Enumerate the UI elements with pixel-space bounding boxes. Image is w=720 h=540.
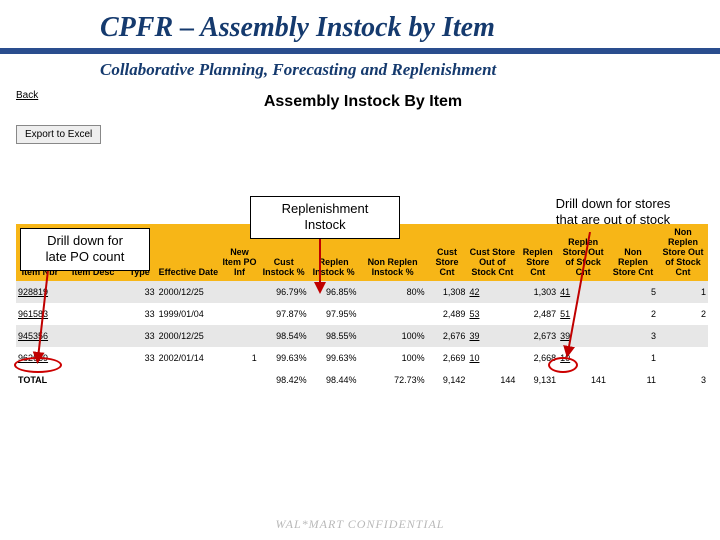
item-desc [64,347,123,369]
replen-cnt: 2,668 [517,347,558,369]
slide-title: CPFR – Assembly Instock by Item [0,0,720,54]
replen-pct: 97.95% [309,303,359,325]
cust-pct: 97.87% [259,303,309,325]
total-cell: 98.44% [309,369,359,391]
nonrep-cnt: 3 [608,325,658,347]
callout-late-po: Drill down for late PO count [20,228,150,271]
replen-out-link[interactable]: 10 [558,347,608,369]
item-type: 33 [123,281,157,303]
col-replen-out: Replen Store Out of Stock Cnt [558,224,608,281]
nonreplen-pct: 100% [359,347,427,369]
item-type: 33 [123,325,157,347]
item-desc [64,281,123,303]
callout-stores-l2: that are out of stock [528,212,698,228]
table-row: 945356332000/12/2598.54%98.55%100%2,6763… [16,325,708,347]
total-cell [64,369,123,391]
replen-out-link[interactable]: 51 [558,303,608,325]
item-type: 33 [123,303,157,325]
table-row: 962639332002/01/14199.63%99.63%100%2,669… [16,347,708,369]
total-cell: 141 [558,369,608,391]
new-po: 1 [220,347,259,369]
callout-late-po-l2: late PO count [29,249,141,265]
nonrep-out [658,325,708,347]
replen-cnt: 2,487 [517,303,558,325]
replen-cnt: 1,303 [517,281,558,303]
nonreplen-pct [359,303,427,325]
callout-replen: Replenishment Instock [250,196,400,239]
item-nbr-link[interactable]: 928819 [16,281,64,303]
total-cell: 9,142 [427,369,468,391]
total-cell: 9,131 [517,369,558,391]
total-cell: 72.73% [359,369,427,391]
nonrep-out [658,347,708,369]
replen-pct: 99.63% [309,347,359,369]
col-eff-date: Effective Date [157,224,221,281]
slide-subtitle: Collaborative Planning, Forecasting and … [0,56,720,88]
cust-out-link[interactable]: 10 [467,347,517,369]
report-header: Assembly Instock By Item [16,93,710,111]
cust-cnt: 2,669 [427,347,468,369]
table-total-row: TOTAL 98.42%98.44%72.73%9,1421449,1311411… [16,369,708,391]
item-nbr-link[interactable]: 962639 [16,347,64,369]
cust-out-link[interactable]: 53 [467,303,517,325]
table-row: 961583 331999/01/04 97.87%97.95% 2,489532,4… [16,303,708,325]
cust-cnt: 2,676 [427,325,468,347]
item-nbr-link[interactable]: 961583 [16,303,64,325]
cust-cnt: 1,308 [427,281,468,303]
confidential-footer: WAL*MART CONFIDENTIAL [0,517,720,532]
new-po [220,281,259,303]
replen-cnt: 2,673 [517,325,558,347]
cust-out-link[interactable]: 39 [467,325,517,347]
total-cell: 144 [467,369,517,391]
table-body: 928819332000/12/2596.79%96.85%80%1,30842… [16,281,708,391]
new-po [220,325,259,347]
item-desc [64,325,123,347]
total-cell: TOTAL [16,369,64,391]
nonreplen-pct: 100% [359,325,427,347]
eff-date: 2000/12/25 [157,281,221,303]
export-excel-button[interactable]: Export to Excel [16,125,101,144]
new-po [220,303,259,325]
nonrep-out: 1 [658,281,708,303]
cust-pct: 99.63% [259,347,309,369]
col-cust-cnt: Cust Store Cnt [427,224,468,281]
nonrep-cnt: 1 [608,347,658,369]
col-nonrep-cnt: Non Replen Store Cnt [608,224,658,281]
replen-pct: 96.85% [309,281,359,303]
cust-out-link[interactable]: 42 [467,281,517,303]
col-replen-cnt: Replen Store Cnt [517,224,558,281]
replen-out-link[interactable]: 39 [558,325,608,347]
eff-date: 2002/01/14 [157,347,221,369]
nonrep-cnt: 5 [608,281,658,303]
cust-pct: 96.79% [259,281,309,303]
back-link[interactable]: Back [16,90,38,101]
replen-out-link[interactable]: 41 [558,281,608,303]
callout-stores: Drill down for stores that are out of st… [520,192,706,233]
cust-cnt: 2,489 [427,303,468,325]
item-nbr-link[interactable]: 945356 [16,325,64,347]
table-row: 928819 332000/12/25 96.79%96.85%80%1,30842… [16,281,708,303]
eff-date: 1999/01/04 [157,303,221,325]
col-cust-out: Cust Store Out of Stock Cnt [467,224,517,281]
callout-replen-l1: Replenishment [259,201,391,217]
cust-pct: 98.54% [259,325,309,347]
total-cell [123,369,157,391]
replen-pct: 98.55% [309,325,359,347]
total-cell: 11 [608,369,658,391]
nonrep-cnt: 2 [608,303,658,325]
nonreplen-pct: 80% [359,281,427,303]
eff-date: 2000/12/25 [157,325,221,347]
col-nonrep-out: Non Replen Store Out of Stock Cnt [658,224,708,281]
nonrep-out: 2 [658,303,708,325]
callout-stores-l1: Drill down for stores [528,196,698,212]
total-cell [220,369,259,391]
total-cell: 98.42% [259,369,309,391]
callout-replen-l2: Instock [259,217,391,233]
item-desc [64,303,123,325]
total-cell: 3 [658,369,708,391]
callout-late-po-l1: Drill down for [29,233,141,249]
item-type: 33 [123,347,157,369]
total-cell [157,369,221,391]
